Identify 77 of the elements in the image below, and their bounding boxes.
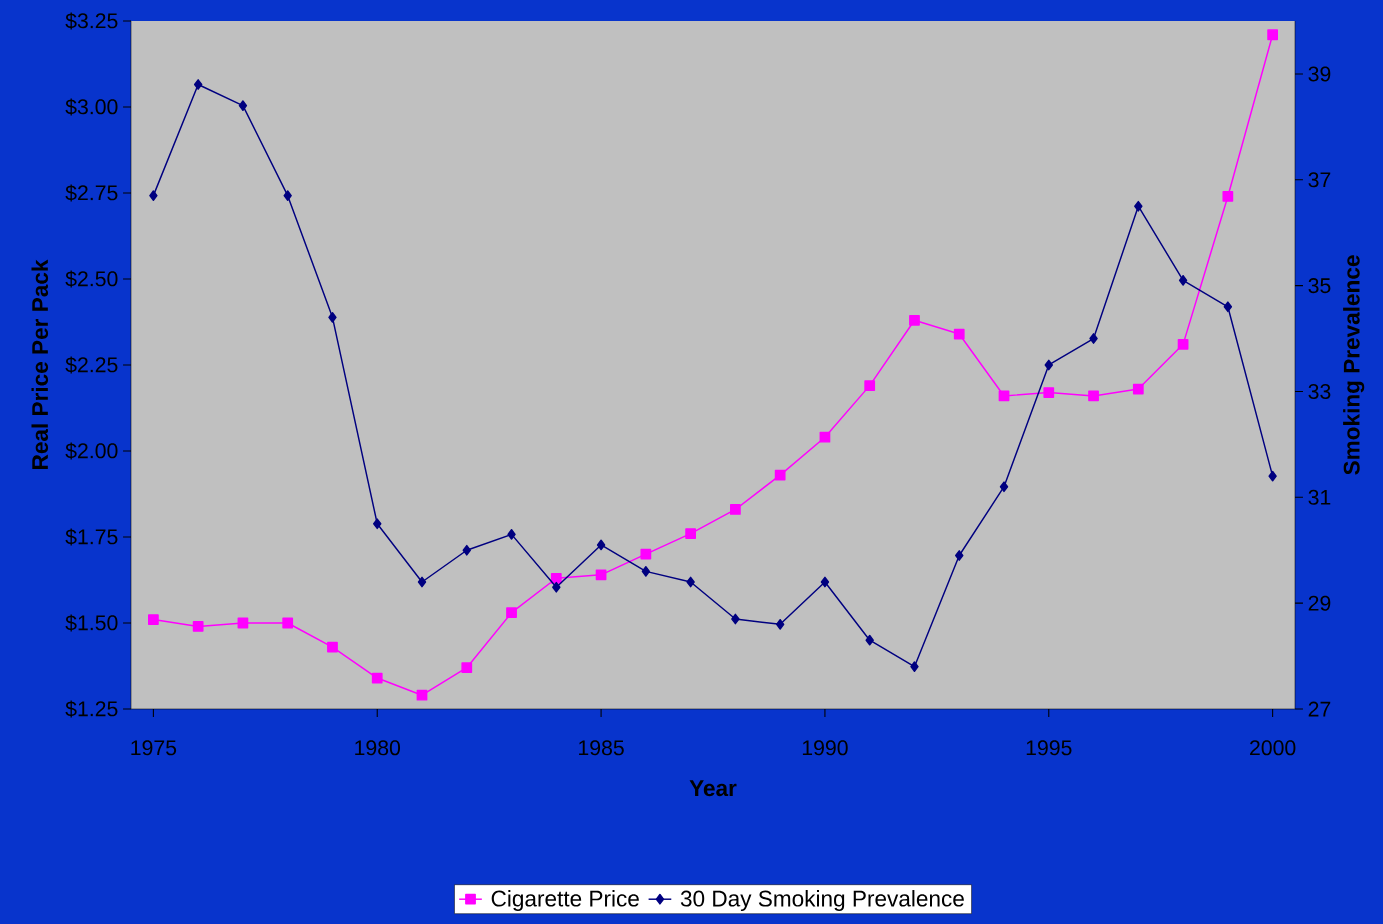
y2-tick-label: 37	[1308, 172, 1331, 188]
point	[595, 569, 607, 581]
point	[953, 328, 965, 340]
point	[1044, 359, 1053, 371]
y-tick-label: $3.25	[65, 12, 118, 30]
point	[640, 548, 652, 560]
point	[819, 431, 831, 443]
point	[552, 581, 561, 593]
point	[641, 566, 651, 577]
point	[461, 662, 473, 674]
point	[1178, 274, 1188, 286]
point	[371, 672, 383, 684]
point	[775, 618, 785, 630]
point	[462, 544, 471, 556]
point	[282, 617, 294, 629]
point	[1089, 333, 1098, 344]
point	[731, 613, 740, 625]
y2-tick-label: 39	[1308, 66, 1331, 82]
x-tick-label: 1995	[1026, 740, 1072, 756]
point	[373, 518, 382, 530]
point	[1267, 29, 1279, 41]
y2-axis-title: Smoking Prevalence	[1343, 255, 1365, 475]
y-tick-label: $1.25	[65, 700, 118, 718]
y2-tick-label: 27	[1308, 701, 1331, 717]
point	[417, 576, 427, 588]
x-tick-label: 1980	[355, 740, 401, 756]
x-tick-label: 2000	[1250, 740, 1296, 756]
x-axis-title: Year	[689, 780, 737, 797]
point	[820, 576, 830, 588]
y2-tick-label: 33	[1308, 383, 1331, 399]
y-tick-label: $2.00	[65, 442, 118, 460]
point	[238, 100, 248, 112]
point	[506, 607, 517, 619]
y-tick-label: $1.75	[65, 528, 118, 546]
point	[685, 528, 696, 539]
y-tick-label: $3.00	[65, 98, 118, 116]
y-tick-label: $2.75	[65, 184, 118, 202]
point	[909, 314, 920, 326]
point	[1222, 191, 1234, 202]
point	[550, 572, 562, 584]
y2-tick-label: 35	[1308, 278, 1331, 294]
point	[865, 634, 874, 646]
point	[910, 661, 919, 673]
point	[1134, 200, 1143, 212]
point	[416, 689, 428, 701]
point	[686, 576, 695, 588]
point	[1088, 390, 1099, 402]
point	[507, 528, 516, 540]
y-tick-label: $2.50	[65, 270, 118, 288]
point	[955, 550, 964, 561]
x-tick-label: 1975	[131, 740, 177, 756]
x-tick-label: 1985	[579, 740, 624, 756]
x-tick-label: 1990	[802, 740, 848, 756]
point	[1043, 387, 1055, 398]
point	[999, 481, 1009, 493]
point	[283, 190, 292, 202]
point	[1177, 338, 1189, 350]
point	[149, 190, 158, 202]
point	[864, 380, 876, 392]
legend-label: 30 Day Smoking Prevalence	[680, 890, 964, 912]
point	[192, 621, 204, 632]
y2-tick-label: 31	[1308, 489, 1331, 505]
point	[596, 539, 606, 551]
point	[148, 614, 159, 625]
point	[328, 311, 337, 323]
point	[1223, 301, 1233, 313]
y-tick-label: $2.25	[65, 356, 118, 374]
y-axis-title: Real Price Per Pack	[31, 259, 49, 469]
y2-tick-label: 29	[1308, 595, 1331, 611]
y-tick-label: $1.50	[65, 614, 118, 632]
point	[730, 504, 741, 515]
point	[774, 469, 786, 481]
point	[1132, 383, 1144, 395]
legend-label: Cigarette Price	[491, 890, 639, 912]
point	[193, 79, 203, 90]
point	[1268, 470, 1277, 482]
point	[327, 641, 338, 653]
